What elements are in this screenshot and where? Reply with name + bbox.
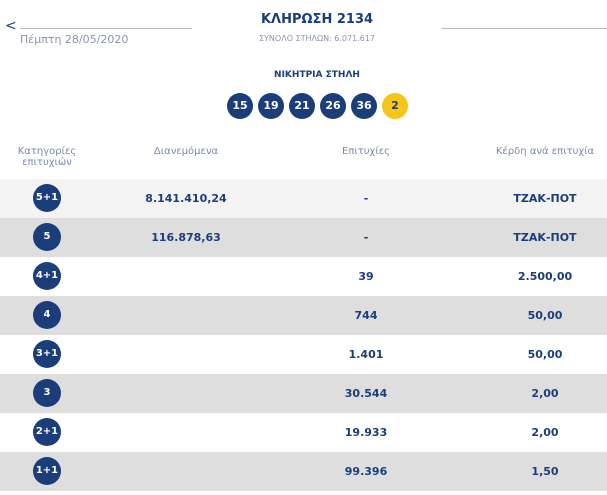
- number-ball: 26: [320, 93, 346, 119]
- cell: -: [363, 192, 369, 205]
- cell: -: [363, 231, 369, 244]
- result-row: 4+1 39 2.500,00: [0, 257, 607, 296]
- cell: 30.544: [344, 387, 388, 400]
- category-badge: 4: [33, 301, 61, 329]
- cell: 99.396: [344, 465, 388, 478]
- cell: 19.933: [344, 426, 388, 439]
- number-ball: 21: [289, 93, 315, 119]
- result-row: 5 116.878,63 - ΤΖΑΚ-ΠΟΤ: [0, 218, 607, 257]
- column-header: Διανεμόμενα: [153, 146, 219, 157]
- draw-title: ΚΛΗΡΩΣΗ 2134: [260, 12, 374, 27]
- number-ball: 19: [258, 93, 284, 119]
- total-columns: ΣΥΝΟΛΟ ΣΤΗΛΩΝ: 6.071.617: [258, 34, 376, 43]
- cell: ΤΖΑΚ-ΠΟΤ: [513, 231, 577, 244]
- category-badge: 5+1: [33, 184, 61, 212]
- draw-date: Πέμπτη 28/05/2020: [20, 33, 129, 46]
- number-ball: 15: [227, 93, 253, 119]
- result-row: 3 30.544 2,00: [0, 374, 607, 413]
- result-row: 4 744 50,00: [0, 296, 607, 335]
- category-badge: 1+1: [33, 457, 61, 485]
- back-button[interactable]: <: [5, 18, 17, 34]
- cell: ΤΖΑΚ-ΠΟΤ: [513, 192, 577, 205]
- winning-label: ΝΙΚΗΤΡΙΑ ΣΤΗΛΗ: [274, 70, 360, 80]
- column-header: Κατηγορίες επιτυχιών: [17, 146, 77, 168]
- cell: 2.500,00: [517, 270, 573, 283]
- cell: 8.141.410,24: [145, 192, 227, 205]
- category-badge: 3: [33, 379, 61, 407]
- cell: 116.878,63: [151, 231, 221, 244]
- category-badge: 2+1: [33, 418, 61, 446]
- cell: 50,00: [527, 348, 563, 361]
- category-badge: 5: [33, 223, 61, 251]
- divider: [20, 28, 192, 29]
- joker-ball: 2: [382, 93, 408, 119]
- column-header: Κέρδη ανά επιτυχία: [495, 146, 595, 157]
- divider: [442, 28, 607, 29]
- cell: 1.401: [348, 348, 384, 361]
- result-row: 3+1 1.401 50,00: [0, 335, 607, 374]
- cell: 744: [354, 309, 378, 322]
- result-row: 5+1 8.141.410,24 - ΤΖΑΚ-ΠΟΤ: [0, 179, 607, 218]
- cell: 50,00: [527, 309, 563, 322]
- cell: 2,00: [531, 426, 559, 439]
- cell: 2,00: [531, 387, 559, 400]
- result-row: 2+1 19.933 2,00: [0, 413, 607, 452]
- number-ball: 36: [351, 93, 377, 119]
- category-badge: 3+1: [33, 340, 61, 368]
- cell: 39: [358, 270, 374, 283]
- result-row: 1+1 99.396 1,50: [0, 452, 607, 491]
- column-header: Επιτυχίες: [342, 146, 390, 157]
- category-badge: 4+1: [33, 262, 61, 290]
- cell: 1,50: [531, 465, 559, 478]
